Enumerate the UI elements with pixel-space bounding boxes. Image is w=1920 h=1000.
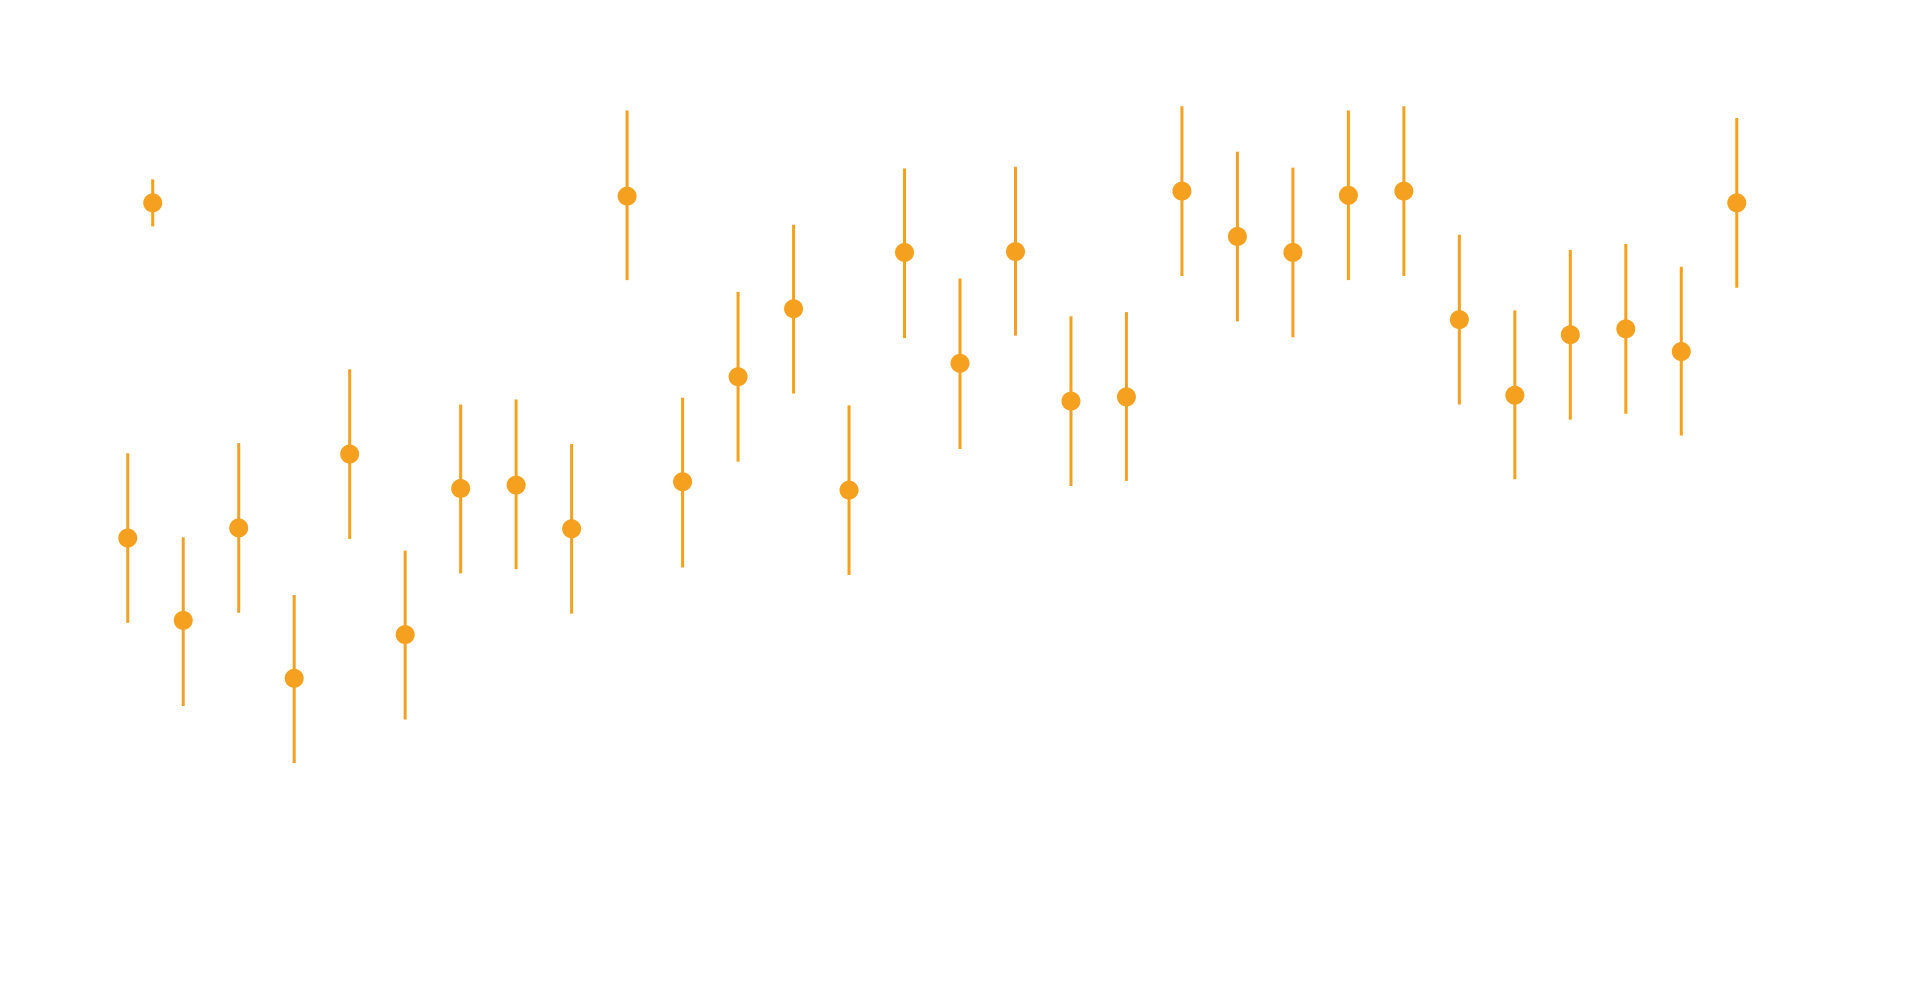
chart-marks [118, 106, 1747, 764]
data-point-4 [340, 444, 360, 464]
data-point-7 [506, 475, 526, 495]
data-point-18 [1116, 387, 1136, 407]
data-point-28 [1671, 342, 1691, 362]
data-point-21 [1283, 242, 1303, 262]
outlier-point-0 [143, 193, 163, 213]
data-point-25 [1505, 385, 1525, 405]
data-point-14 [895, 242, 915, 262]
data-point-11 [728, 367, 748, 387]
data-point-17 [1061, 391, 1081, 411]
data-point-10 [673, 472, 693, 492]
data-point-3 [284, 668, 304, 688]
data-point-12 [784, 299, 804, 319]
data-point-2 [229, 518, 249, 538]
data-point-15 [950, 353, 970, 373]
data-point-1 [173, 610, 193, 630]
data-point-9 [617, 186, 637, 206]
data-point-5 [395, 625, 415, 645]
data-point-24 [1449, 310, 1469, 330]
data-point-27 [1616, 319, 1636, 339]
data-point-13 [839, 480, 859, 500]
data-point-29 [1727, 193, 1747, 213]
data-point-6 [451, 478, 471, 498]
data-point-22 [1338, 185, 1358, 205]
data-point-23 [1394, 181, 1414, 201]
data-point-16 [1005, 242, 1025, 262]
data-point-8 [562, 519, 582, 539]
data-point-26 [1560, 325, 1580, 345]
data-point-0 [118, 528, 138, 548]
data-point-20 [1227, 226, 1247, 246]
data-point-19 [1172, 181, 1192, 201]
